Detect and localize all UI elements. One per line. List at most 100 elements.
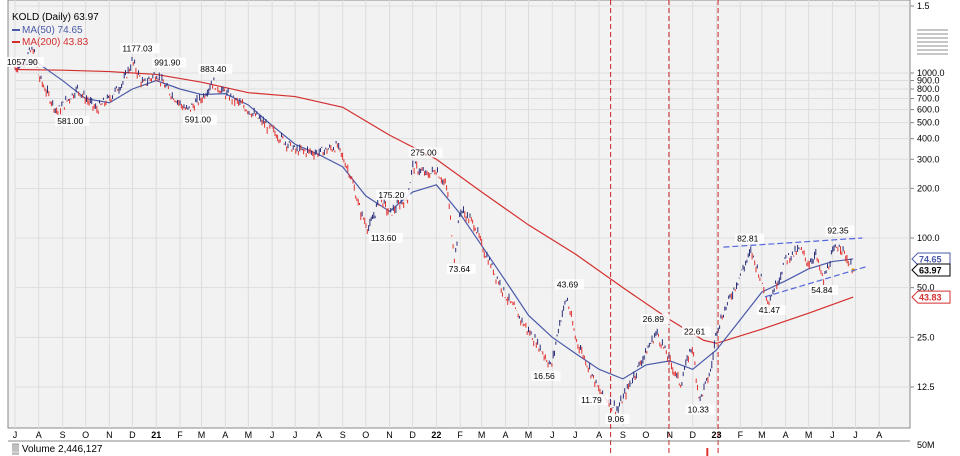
annotation-label: 9.06 <box>608 414 625 424</box>
annotation-label: 11.79 <box>581 395 602 405</box>
x-tick-label: A <box>316 430 322 440</box>
legend-ma200-swatch <box>12 41 20 44</box>
x-tick-label: A <box>876 430 882 440</box>
annotation-label: 41.47 <box>759 305 781 315</box>
chart-title-text: KOLD (Daily) 63.97 <box>12 12 99 23</box>
y-tick-label: 12.5 <box>917 382 935 392</box>
x-tick-label: J <box>293 430 298 440</box>
annotation-bg <box>120 43 160 54</box>
x-tick-label: A <box>502 430 508 440</box>
x-tick-label: J <box>830 430 835 440</box>
chart-title: KOLD (Daily) 63.97 <box>12 12 99 24</box>
annotation-label: 591.00 <box>185 115 211 125</box>
x-tick-label: F <box>738 430 744 440</box>
annotation-bg <box>685 404 715 415</box>
ma50-price-tag-box <box>911 252 951 266</box>
x-tick-label: A <box>596 430 602 440</box>
trendline-upper <box>723 237 863 248</box>
annotation-bg <box>55 115 90 126</box>
annotation-label: 43.69 <box>557 279 579 289</box>
x-tick-label: O <box>82 430 89 440</box>
y-tick-label: 1000.0 <box>917 68 945 78</box>
x-tick-label: D <box>129 430 136 440</box>
annotation-label: 10.33 <box>688 405 710 415</box>
annotation-label: 73.64 <box>449 264 471 274</box>
last-price-tag-text: 63.97 <box>919 266 942 276</box>
annotation-bg <box>554 279 584 290</box>
annotation-bg <box>152 57 187 68</box>
x-tick-label: F <box>457 430 463 440</box>
ma50-price-tag: 74.65 <box>911 252 951 266</box>
annotation-bg <box>579 395 609 406</box>
last-price-tag-box <box>911 263 951 277</box>
x-tick-label: M <box>805 430 813 440</box>
volume-icon: ▒ <box>12 444 20 455</box>
annotation-bg <box>182 114 217 125</box>
x-tick-label: J <box>853 430 858 440</box>
annotation-bg <box>368 232 403 243</box>
x-tick-label: S <box>340 430 346 440</box>
x-tick-label: M <box>758 430 766 440</box>
x-tick-label: S <box>60 430 66 440</box>
annotation-bg <box>376 189 411 200</box>
annotation-label: 92.35 <box>827 226 849 236</box>
x-tick-label: 23 <box>712 430 722 440</box>
x-tick-label: A <box>36 430 42 440</box>
annotation-bg <box>531 370 561 381</box>
event-lines <box>610 0 719 456</box>
x-tick-label: D <box>409 430 416 440</box>
legend-ma50-text: MA(50) 74.65 <box>22 25 83 36</box>
annotation-bg <box>5 56 44 67</box>
y-tick-label: 25.0 <box>917 332 935 342</box>
annotation-bg <box>640 314 670 325</box>
y-tick-label: 800.0 <box>917 84 940 94</box>
legend-ma200: MA(200) 43.83 <box>12 37 88 49</box>
volume-label: ▒ Volume 2,446,127 <box>12 444 103 455</box>
plot-background <box>8 0 910 428</box>
ma50-line <box>14 59 854 380</box>
annotation-bg <box>408 147 443 158</box>
y-tick-label: 900.0 <box>917 76 940 86</box>
annotation-bg <box>605 414 630 425</box>
x-tick-label: J <box>13 430 18 440</box>
ma200-price-tag: 43.83 <box>911 290 951 304</box>
x-tick-label: F <box>177 430 183 440</box>
x-tick-label: M <box>525 430 533 440</box>
annotation-label: 1177.03 <box>122 43 152 53</box>
legend-ma50-swatch <box>12 29 20 32</box>
trendlines <box>723 237 867 298</box>
x-tick-label: J <box>270 430 275 440</box>
annotation-label: 113.60 <box>371 233 397 243</box>
x-tick-label: S <box>620 430 626 440</box>
annotation-label: 54.84 <box>811 285 833 295</box>
x-tick-label: N <box>666 430 673 440</box>
annotation-bg <box>825 225 855 236</box>
x-tick-label: 22 <box>431 430 441 440</box>
x-tick-label: O <box>642 430 649 440</box>
annotation-bg <box>809 285 839 296</box>
last-price-tag: 63.97 <box>911 263 951 277</box>
annotation-label: 16.56 <box>534 371 556 381</box>
annotation-bg <box>735 233 765 244</box>
x-tick-label: N <box>386 430 393 440</box>
annotation-label: 175.20 <box>378 190 404 200</box>
annotation-bg <box>198 63 233 74</box>
annotation-bg <box>446 263 476 274</box>
annotation-label: 991.90 <box>154 58 180 68</box>
x-tick-label: J <box>573 430 578 440</box>
annotation-bg <box>756 305 786 316</box>
x-tick-label: 21 <box>151 430 161 440</box>
y-tick-label: 400.0 <box>917 134 940 144</box>
ma200-price-tag-text: 43.83 <box>919 293 942 303</box>
x-tick-label: M <box>478 430 486 440</box>
y-tick-label: 600.0 <box>917 105 940 115</box>
x-tick-label: N <box>106 430 113 440</box>
annotation-label: 22.61 <box>684 327 706 337</box>
y-tick-label: 500.0 <box>917 118 940 128</box>
annotation-label: 82.81 <box>737 234 759 244</box>
annotation-label: 275.00 <box>411 148 437 158</box>
y-tick-label: 300.0 <box>917 154 940 164</box>
y-tick-label: 1.5 <box>917 1 930 11</box>
